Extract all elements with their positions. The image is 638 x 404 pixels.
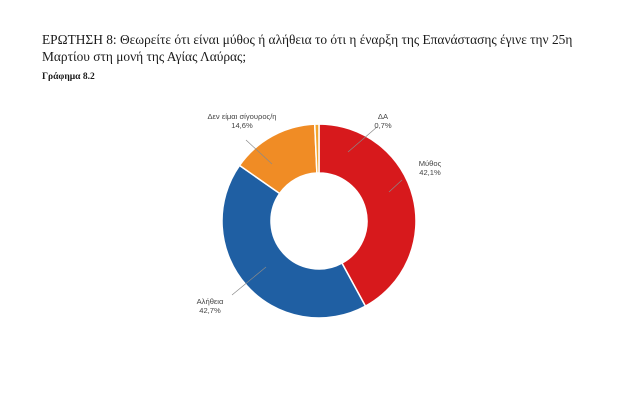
- chart-question-title: ΕΡΩΤΗΣΗ 8: Θεωρείτε ότι είναι μύθος ή αλ…: [42, 32, 573, 64]
- slice-value-αλήθεια: 42,7%: [199, 306, 221, 315]
- chart-figure-label: Γράφημα 8.2: [42, 72, 95, 82]
- slice-value-μύθος: 42,1%: [419, 168, 441, 177]
- leader-line-δεν-είμαι-σίγουρος-η: [245, 139, 273, 165]
- slice-value-δα: 0,7%: [374, 121, 392, 130]
- slice-label-μύθος: Μύθος: [419, 159, 442, 168]
- slice-value-δεν-είμαι-σίγουρος-η: 14,6%: [231, 121, 253, 130]
- slice-αλήθεια[interactable]: [221, 164, 367, 319]
- slice-label-δεν-είμαι-σίγουρος-η: Δεν είμαι σίγουρος/η: [207, 112, 276, 121]
- leader-line-αλήθεια: [231, 266, 267, 296]
- leader-line-μύθος: [388, 179, 403, 193]
- slice-label-αλήθεια: Αλήθεια: [197, 297, 224, 306]
- slice-label-δα: ΔΑ: [378, 112, 389, 121]
- slice-μύθος[interactable]: [318, 123, 417, 308]
- slice-δα[interactable]: [313, 123, 320, 174]
- leader-line-δα: [347, 126, 378, 153]
